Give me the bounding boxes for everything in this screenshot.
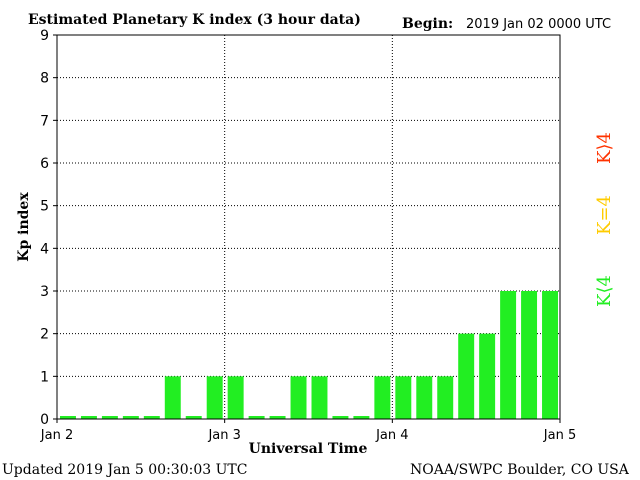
bar	[60, 416, 76, 419]
x-tick-label: Jan 2	[40, 428, 73, 443]
bar-series	[60, 291, 558, 419]
y-tick-label: 8	[40, 71, 49, 87]
bar	[206, 376, 223, 419]
y-tick-label: 4	[40, 241, 49, 257]
bar	[458, 333, 475, 419]
bar	[143, 416, 160, 419]
plot-frame	[56, 34, 561, 420]
bar	[416, 376, 433, 419]
y-tick-label: 9	[40, 28, 49, 44]
bar	[311, 376, 328, 419]
bar	[437, 376, 454, 419]
bar	[542, 291, 558, 419]
bar	[290, 376, 307, 419]
y-tick-label: 7	[40, 113, 49, 129]
y-tick-label: 0	[40, 412, 49, 428]
legend-equal-4: K=4	[594, 195, 615, 235]
legend-above-4: K⟩4	[594, 132, 615, 164]
bar	[269, 416, 286, 419]
y-tick-label: 6	[40, 156, 49, 172]
bar	[353, 416, 370, 419]
y-axis-ticks: 0 1 2 3 4 5 6 7 8 9	[40, 28, 57, 428]
bar	[374, 376, 391, 419]
bar	[521, 291, 538, 419]
legend-below-4: K⟨4	[594, 275, 615, 307]
source-text: NOAA/SWPC Boulder, CO USA	[410, 462, 630, 478]
bar	[101, 416, 118, 419]
y-tick-label: 3	[40, 284, 49, 300]
y-tick-label: 2	[40, 327, 49, 343]
bar	[164, 376, 181, 419]
updated-text: Updated 2019 Jan 5 00:30:03 UTC	[2, 462, 247, 478]
bar	[500, 291, 517, 419]
bar	[80, 416, 97, 419]
bar	[332, 416, 349, 419]
x-tick-label: Jan 3	[207, 428, 240, 443]
y-axis-label: Kp index	[16, 192, 32, 262]
x-axis-label: Universal Time	[249, 441, 368, 457]
x-tick-label: Jan 4	[375, 428, 408, 443]
bar	[395, 376, 412, 419]
bar	[185, 416, 202, 419]
begin-value: 2019 Jan 02 0000 UTC	[466, 17, 611, 32]
y-tick-label: 5	[40, 199, 49, 215]
bar	[227, 376, 244, 419]
chart-title: Estimated Planetary K index (3 hour data…	[28, 12, 361, 28]
y-tick-label: 1	[40, 369, 49, 385]
bar	[479, 333, 496, 419]
x-axis-ticks: Jan 2 Jan 3 Jan 4 Jan 5	[40, 419, 576, 443]
x-tick-label: Jan 5	[543, 428, 576, 443]
begin-label: Begin:	[402, 16, 453, 32]
bar	[122, 416, 139, 419]
gridlines	[57, 35, 560, 419]
bar	[248, 416, 265, 419]
